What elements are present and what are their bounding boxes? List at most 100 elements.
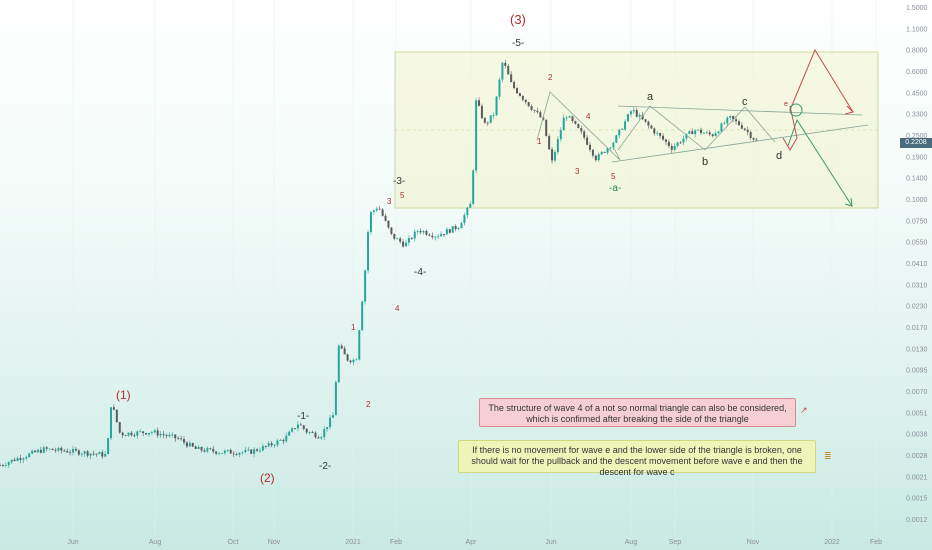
candle-body (153, 430, 156, 433)
candle-body (711, 134, 714, 137)
note-wave4-triangle[interactable]: The structure of wave 4 of a not so norm… (479, 398, 796, 427)
time-tick-label: Sep (669, 539, 682, 546)
candle-body (302, 425, 305, 429)
candle-body (629, 111, 632, 115)
candle-body (749, 131, 752, 138)
candle-body (413, 231, 416, 239)
candle-body (577, 123, 580, 129)
candle-body (136, 431, 139, 436)
candle-body (676, 142, 679, 147)
candle-body (451, 226, 454, 233)
candle-body (226, 449, 229, 451)
candle-body (393, 233, 396, 239)
price-tick-label: 0.0038 (906, 432, 928, 439)
candle-body (147, 432, 150, 435)
candle-body (212, 448, 215, 452)
candle-body (545, 119, 548, 137)
candle-body (39, 449, 42, 453)
wave-e-circle (789, 103, 803, 117)
candle-body (632, 110, 635, 112)
candle-body (626, 114, 629, 122)
candle-body (16, 458, 19, 461)
candle-body (460, 222, 463, 229)
candle-body (74, 448, 77, 451)
time-tick-label: Nov (268, 539, 281, 546)
price-tick-label: 0.0012 (906, 517, 928, 524)
candle-body (352, 359, 355, 363)
candle-body (188, 443, 191, 447)
candle-body (454, 226, 457, 230)
candle-body (518, 93, 521, 96)
candle-body (77, 450, 80, 455)
candle-body (273, 445, 276, 446)
candle-body (714, 133, 717, 137)
candle-body (399, 238, 402, 242)
triangle-lines (536, 91, 869, 163)
candle-body (732, 115, 735, 120)
price-tick-label: 0.0021 (906, 474, 928, 481)
price-tick-label: 1.5000 (906, 5, 928, 12)
note-wave-e-scenario[interactable]: If there is no movement for wave e and t… (458, 440, 816, 477)
time-axis: Jun Aug Oct Nov 2021 Feb Apr Jun Aug Sep Nov 2022 Fe… (67, 539, 882, 546)
wave-minor-2: 2 (366, 400, 371, 409)
price-tick-label: 0.0550 (906, 240, 928, 247)
candle-body (1, 465, 4, 466)
candle-body (346, 354, 349, 361)
candle-body (638, 114, 641, 117)
candle-body (507, 65, 510, 75)
candle-body (36, 449, 39, 453)
candle-body (19, 458, 22, 460)
pin-icon[interactable]: ↗ (800, 405, 808, 415)
wave-intermediate-5: -5- (512, 38, 524, 49)
wave-major-3: (3) (510, 12, 526, 27)
candle-body (279, 439, 282, 441)
wave-triangle-b: b (702, 156, 708, 168)
candle-body (673, 146, 676, 150)
candle-body (571, 116, 574, 121)
time-tick-label: 2021 (345, 539, 361, 546)
candle-body (183, 439, 186, 443)
candle-body (0, 465, 1, 466)
candle-body (264, 446, 267, 447)
price-tick-label: 0.0095 (906, 368, 928, 375)
wave-subminor-2: 2 (548, 73, 553, 82)
candle-body (580, 128, 583, 132)
price-tick-label: 0.0170 (906, 325, 928, 332)
candle-body (723, 123, 726, 125)
candle-body (708, 132, 711, 135)
candle-body (7, 462, 10, 466)
candle-body (89, 453, 92, 456)
candle-body (440, 234, 443, 237)
candle-body (206, 448, 209, 452)
candle-body (139, 431, 142, 433)
price-tick-label: 0.3300 (906, 112, 928, 119)
candle-body (317, 437, 320, 439)
wave-minor-5: 5 (400, 191, 405, 200)
candle-body (200, 446, 203, 451)
price-tick-label: 0.1000 (906, 197, 928, 204)
candle-body (299, 424, 302, 426)
candle-body (574, 120, 577, 124)
candle-body (253, 449, 256, 454)
candle-body (159, 434, 162, 436)
note-icon[interactable]: ≣ (824, 451, 832, 461)
candle-body (60, 447, 63, 451)
candle-body (127, 432, 130, 436)
candle-body (288, 431, 291, 436)
candle-body (130, 432, 133, 436)
candle-body (118, 422, 121, 433)
wave-triangle-e: e (784, 101, 788, 108)
candle-body (682, 138, 685, 143)
candle-body (396, 238, 399, 240)
candle-body (644, 119, 647, 122)
candle-body (705, 132, 708, 134)
candle-body (323, 429, 326, 438)
candle-body (539, 112, 542, 118)
candle-body (743, 128, 746, 130)
price-tick-label: 0.0051 (906, 410, 928, 417)
candle-body (495, 96, 498, 116)
candle-body (387, 220, 390, 228)
candle-body (641, 114, 644, 120)
